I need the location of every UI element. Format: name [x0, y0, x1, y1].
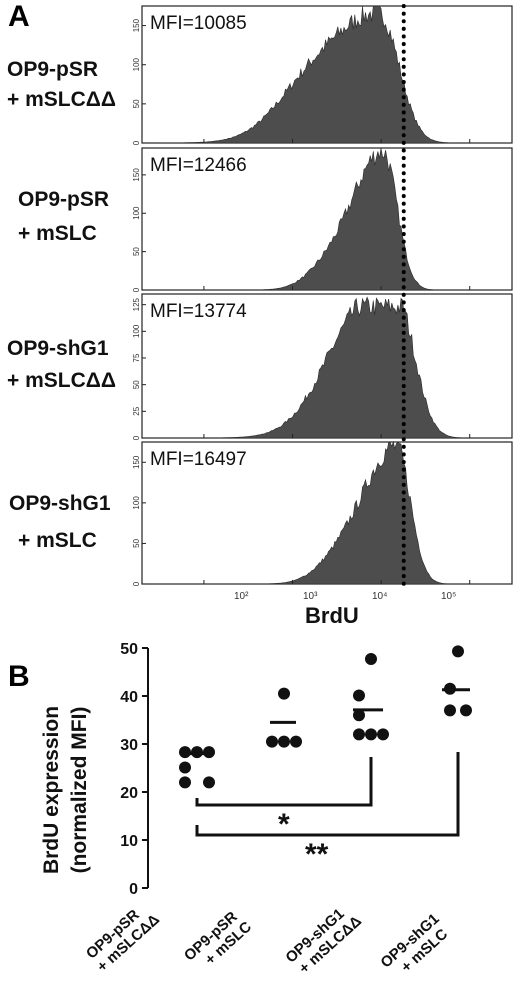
panel-b-y-title-line1: BrdU expression	[40, 706, 63, 874]
panel-b-y-tick-label: 30	[120, 737, 138, 754]
x-tick-1e5: 10⁵	[441, 591, 456, 602]
x-tick-1e3: 10³	[303, 591, 318, 602]
x-tick-1e2: 10²	[234, 591, 249, 602]
panel-a-letter: A	[8, 0, 30, 33]
data-point	[278, 687, 290, 700]
data-point	[460, 704, 472, 717]
dot-group-3	[353, 653, 389, 741]
panel-a-x-axis-title: BrdU	[305, 603, 359, 628]
data-point	[377, 728, 389, 741]
mfi-label-1: MFI=10085	[150, 13, 247, 34]
histogram-panel-4: 0 50 100 150 MFI=16497	[132, 440, 513, 586]
row-labels: OP9-pSR + mSLCΔΔ OP9-pSR + mSLC OP9-shG1…	[7, 58, 116, 552]
data-point	[365, 653, 377, 666]
x-tick-1e4: 10⁴	[372, 591, 387, 602]
y-tick-label: 50	[132, 538, 141, 547]
data-point	[353, 709, 365, 722]
data-point	[203, 776, 215, 789]
data-point	[353, 728, 365, 741]
panel-b-dot-plot: 0 10 20 30 40 50	[120, 641, 472, 898]
dot-group-4	[442, 645, 472, 717]
y-tick-label: 100	[132, 324, 141, 338]
data-point	[365, 728, 377, 741]
y-tick-label: 75	[132, 353, 141, 362]
histogram-panel-3: 0 25 50 75 100 125 MFI=13774	[132, 293, 513, 440]
y-tick-label: 50	[132, 380, 141, 389]
dot-group-2	[266, 687, 302, 748]
row-label-2-line2: + mSLC	[18, 222, 97, 245]
y-tick-label: 50	[132, 99, 141, 108]
row-label-1-line2: + mSLCΔΔ	[7, 88, 116, 111]
panel-b-y-tick-label: 10	[120, 833, 138, 850]
row-label-1-line1: OP9-pSR	[7, 58, 98, 81]
panel-b-categories: OP9-pSR + mSLCΔΔ OP9-pSR + mSLC OP9-shG1…	[83, 905, 451, 977]
panel-a-x-axis: 10² 10³ 10⁴ 10⁵	[234, 591, 456, 602]
data-point	[290, 735, 302, 748]
panel-b-y-tick-label: 40	[120, 689, 138, 706]
histogram-panels: 0 50 100 150 MFI=10085 0 50 100 150 MFI=12466 0 25 5…	[132, 4, 513, 586]
significance-bracket-2	[195, 787, 460, 837]
row-label-4-line2: + mSLC	[18, 529, 97, 552]
y-tick-label: 100	[132, 57, 141, 71]
data-point	[452, 645, 464, 658]
panel-b-y-tick-label: 20	[120, 785, 138, 802]
y-tick-label: 0	[132, 140, 141, 145]
data-point	[179, 776, 191, 789]
y-tick-label: 0	[132, 581, 141, 586]
y-tick-label: 150	[132, 18, 141, 32]
dot-group-1	[179, 746, 215, 789]
y-tick-label: 100	[132, 206, 141, 220]
significance-bracket-1	[195, 757, 373, 807]
y-tick-label: 50	[132, 247, 141, 256]
y-tick-label: 0	[132, 435, 141, 440]
data-point	[266, 735, 278, 748]
panel-b-y-title: BrdU expression (normalized MFI)	[40, 706, 91, 874]
histogram-panel-1: 0 50 100 150 MFI=10085	[132, 5, 513, 145]
row-label-2-line1: OP9-pSR	[18, 188, 109, 211]
histogram-panel-2: 0 50 100 150 MFI=12466	[132, 147, 513, 292]
significance-star-2: **	[305, 838, 329, 871]
y-tick-label: 150	[132, 168, 141, 182]
data-point	[444, 704, 456, 717]
panel-b-y-tick-label: 50	[120, 641, 138, 658]
y-tick-label: 150	[132, 455, 141, 469]
data-point	[353, 689, 365, 702]
panel-b-letter: B	[8, 660, 30, 693]
y-tick-label: 25	[132, 406, 141, 415]
mfi-label-3: MFI=13774	[150, 301, 247, 322]
significance-star-1: *	[278, 808, 290, 841]
row-label-3-line1: OP9-shG1	[7, 337, 109, 360]
y-tick-label: 0	[132, 287, 141, 292]
data-point	[179, 761, 191, 774]
panel-b-y-tick-label: 0	[129, 881, 138, 898]
row-label-4-line1: OP9-shG1	[9, 492, 111, 515]
data-point	[278, 735, 290, 748]
y-tick-label: 125	[132, 297, 141, 311]
y-tick-label: 100	[132, 496, 141, 510]
mfi-label-2: MFI=12466	[150, 155, 247, 176]
mfi-label-4: MFI=16497	[150, 449, 247, 470]
row-label-3-line2: + mSLCΔΔ	[7, 369, 116, 392]
panel-b-y-title-line2: (normalized MFI)	[68, 707, 91, 874]
